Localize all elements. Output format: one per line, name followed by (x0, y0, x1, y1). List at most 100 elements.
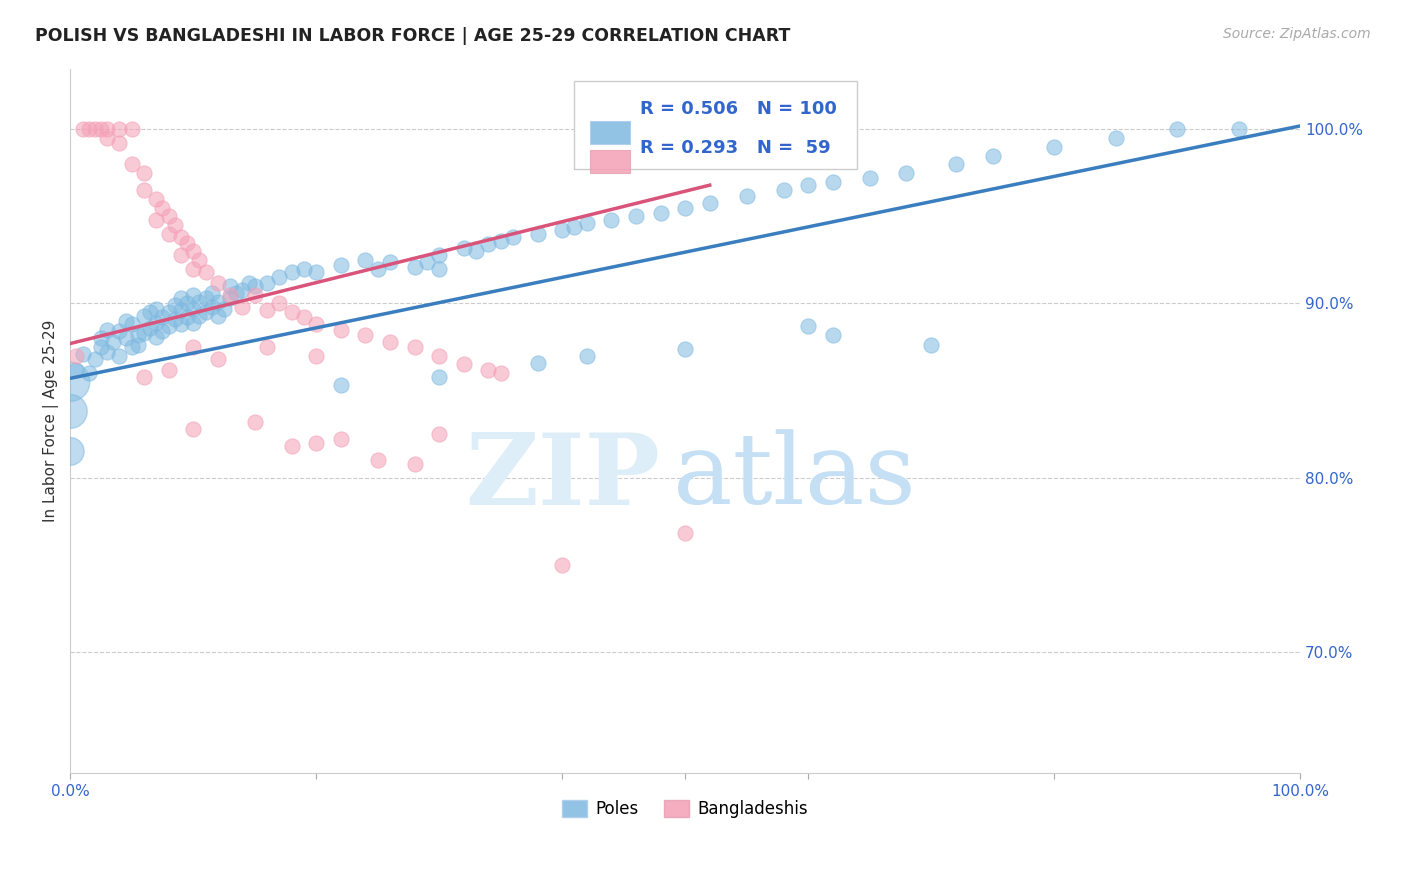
Point (145, 192, 167, 206)
Point (181, 340, 204, 354)
Point (108, 349, 131, 363)
Point (114, 331, 136, 345)
Point (176, 235, 198, 250)
Point (1043, 140, 1066, 154)
Point (699, 195, 721, 210)
Text: R = 0.506   N = 100: R = 0.506 N = 100 (640, 100, 837, 118)
Point (90, 122, 112, 136)
Point (59, 444, 82, 458)
Point (83, 122, 105, 136)
Point (194, 305, 217, 319)
Point (65, 362, 87, 376)
Point (797, 178, 820, 193)
Point (404, 457, 426, 471)
Point (170, 230, 193, 244)
Point (231, 300, 253, 314)
Point (145, 329, 167, 343)
Point (821, 327, 844, 342)
Point (378, 334, 401, 349)
Point (132, 309, 155, 323)
Point (477, 237, 499, 252)
Point (65, 349, 87, 363)
Point (600, 213, 623, 227)
Point (219, 291, 242, 305)
Point (181, 261, 204, 276)
Point (427, 248, 450, 262)
Point (127, 338, 149, 352)
Point (427, 261, 450, 276)
Point (673, 526, 696, 541)
Point (176, 310, 198, 325)
Point (170, 318, 193, 332)
Point (797, 319, 820, 334)
Point (132, 369, 155, 384)
Point (77, 366, 100, 380)
Point (212, 301, 235, 316)
Point (83, 352, 105, 367)
Point (181, 422, 204, 436)
Point (354, 327, 377, 342)
Point (280, 265, 302, 279)
Point (157, 227, 180, 241)
FancyBboxPatch shape (575, 80, 858, 169)
Text: R = 0.293   N =  59: R = 0.293 N = 59 (640, 139, 831, 157)
Point (207, 309, 229, 323)
Point (152, 201, 174, 215)
Point (858, 171, 880, 186)
Point (305, 265, 328, 279)
Point (96, 323, 118, 337)
Point (243, 287, 266, 301)
Point (256, 340, 278, 354)
Point (77, 122, 100, 136)
Point (231, 283, 253, 297)
Point (821, 175, 844, 189)
Point (108, 122, 131, 136)
Point (59, 375, 82, 389)
Point (367, 453, 389, 467)
Point (96, 131, 118, 145)
Point (920, 338, 942, 352)
Legend: Poles, Bangladeshis: Poles, Bangladeshis (555, 794, 814, 825)
Point (201, 300, 224, 314)
Point (526, 356, 548, 370)
Point (188, 294, 211, 309)
Point (181, 287, 204, 301)
Point (1104, 131, 1126, 145)
Point (453, 358, 475, 372)
Point (305, 349, 328, 363)
Point (551, 558, 574, 572)
Point (170, 291, 193, 305)
Point (427, 369, 450, 384)
Point (526, 227, 548, 241)
Point (103, 334, 125, 349)
Point (305, 318, 328, 332)
Text: atlas: atlas (673, 429, 915, 525)
Point (152, 310, 174, 325)
Text: Source: ZipAtlas.com: Source: ZipAtlas.com (1223, 27, 1371, 41)
Point (121, 340, 143, 354)
Point (256, 276, 278, 290)
Point (624, 210, 647, 224)
Point (145, 213, 167, 227)
Point (207, 352, 229, 367)
Point (157, 362, 180, 376)
Point (181, 316, 204, 330)
Point (981, 148, 1004, 162)
Point (170, 248, 193, 262)
Point (243, 279, 266, 293)
Point (132, 326, 155, 340)
Y-axis label: In Labor Force | Age 25-29: In Labor Force | Age 25-29 (44, 320, 59, 522)
Point (170, 303, 193, 318)
Point (194, 291, 217, 305)
Point (90, 340, 112, 354)
Point (575, 349, 598, 363)
Point (219, 287, 242, 301)
Point (329, 432, 352, 446)
Point (329, 378, 352, 392)
Point (292, 310, 315, 325)
Point (650, 206, 672, 220)
Point (280, 305, 302, 319)
Point (896, 166, 918, 180)
Point (132, 166, 155, 180)
Point (163, 298, 186, 312)
